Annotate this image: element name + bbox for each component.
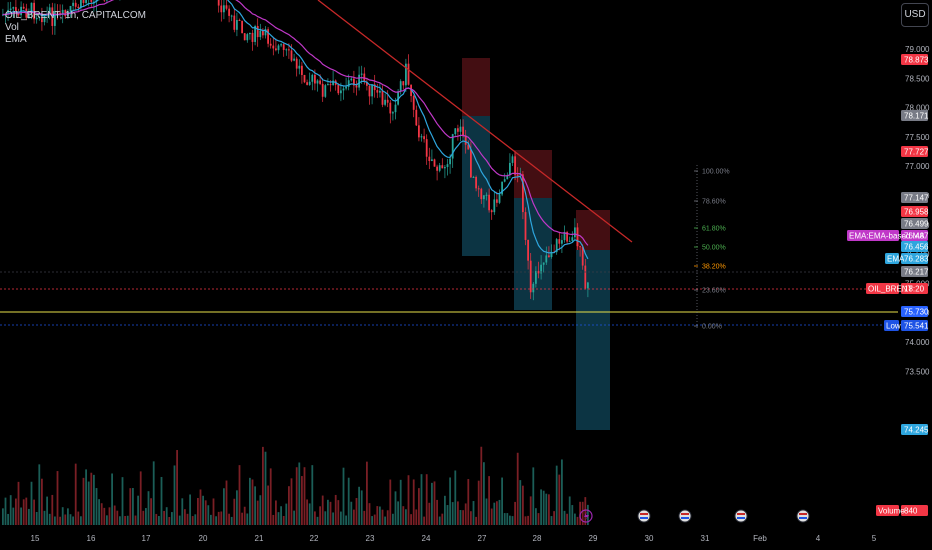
svg-text:75.541: 75.541 bbox=[904, 322, 929, 331]
price-label-tag: 76.958 bbox=[901, 206, 929, 217]
price-tick-label: 74.000 bbox=[905, 338, 930, 347]
fib-level-label: 50.00% bbox=[702, 245, 726, 252]
indicator-side-tag: OIL_BRENT bbox=[866, 283, 913, 294]
svg-text:Low: Low bbox=[886, 322, 901, 331]
volume-indicator-label[interactable]: Vol bbox=[5, 22, 19, 33]
svg-text:75.730: 75.730 bbox=[904, 308, 929, 317]
time-tick-label: 5 bbox=[872, 534, 877, 543]
us-flag-icon[interactable] bbox=[796, 509, 810, 523]
currency-button[interactable]: USD bbox=[901, 3, 929, 27]
price-tick-label: 73.500 bbox=[905, 367, 930, 376]
price-label-tag: 76.487 bbox=[901, 230, 929, 241]
us-flag-icon[interactable] bbox=[637, 509, 651, 523]
price-label-tag: 78.171 bbox=[901, 110, 929, 121]
time-tick-label: 30 bbox=[645, 534, 654, 543]
economic-events[interactable] bbox=[579, 509, 810, 523]
price-label-tag: 78.873 bbox=[901, 54, 929, 65]
time-tick-label: 16 bbox=[87, 534, 96, 543]
time-tick-label: 15 bbox=[31, 534, 40, 543]
svg-text:76.456: 76.456 bbox=[904, 243, 929, 252]
position-boxes bbox=[462, 58, 610, 430]
price-label-tag: 75.730 bbox=[901, 306, 929, 317]
price-tick-label: 78.500 bbox=[905, 74, 930, 83]
svg-text:EMA: EMA bbox=[887, 255, 905, 264]
price-tick-label: 77.500 bbox=[905, 133, 930, 142]
svg-text:76.487: 76.487 bbox=[904, 232, 929, 241]
indicator-side-tag: Low bbox=[884, 320, 901, 331]
fib-level-label: 100.00% bbox=[702, 169, 730, 176]
svg-text:78.171: 78.171 bbox=[904, 112, 929, 121]
price-label-tag: 840 bbox=[901, 505, 928, 516]
time-tick-label: 20 bbox=[199, 534, 208, 543]
price-label-tag: 18:20 bbox=[901, 283, 928, 294]
time-tick-label: 4 bbox=[816, 534, 821, 543]
svg-text:74.245: 74.245 bbox=[904, 426, 929, 435]
price-tick-label: 77.000 bbox=[905, 162, 930, 171]
price-label-tag: 76.217 bbox=[901, 266, 929, 277]
fib-retracement[interactable]: 100.00% 78.60% 61.80% 50.00% 38.20% 23.60% 0.0… bbox=[694, 165, 730, 331]
svg-text:76.283: 76.283 bbox=[904, 255, 929, 264]
svg-text:76.217: 76.217 bbox=[904, 268, 929, 277]
ema-indicator-label[interactable]: EMA bbox=[5, 34, 27, 45]
time-tick-label: 28 bbox=[533, 534, 542, 543]
symbol-label[interactable]: OIL_BRENT, 1h, CAPITALCOM bbox=[5, 10, 146, 21]
price-label-tag: 75.541 bbox=[901, 320, 929, 331]
indicator-side-tag: EMA bbox=[885, 253, 905, 264]
fib-level-label: 23.60% bbox=[702, 288, 726, 295]
time-tick-label: 27 bbox=[478, 534, 487, 543]
time-axis[interactable]: 15 16 17 20 21 22 23 24 27 28 29 30 31 Feb 4 5 bbox=[31, 534, 877, 543]
price-label-tag: 76.456 bbox=[901, 241, 929, 252]
time-tick-label: 31 bbox=[701, 534, 710, 543]
price-label-tag: 77.147 bbox=[901, 192, 929, 203]
time-tick-label: 23 bbox=[366, 534, 375, 543]
price-tick-label: 78.000 bbox=[905, 104, 930, 113]
fib-level-label: 61.80% bbox=[702, 226, 726, 233]
svg-text:840: 840 bbox=[904, 507, 918, 516]
svg-text:76.958: 76.958 bbox=[904, 208, 929, 217]
price-tick-label: 79.000 bbox=[905, 45, 930, 54]
svg-text:18:20: 18:20 bbox=[904, 285, 925, 294]
indicator-side-tag: EMA:EMA-based MA bbox=[847, 230, 925, 241]
price-label-tag: 74.245 bbox=[901, 424, 929, 435]
price-label-tag: 76.499 bbox=[901, 218, 929, 229]
price-label-tag: 77.727 bbox=[901, 146, 929, 157]
svg-text:77.727: 77.727 bbox=[904, 148, 929, 157]
svg-text:76.499: 76.499 bbox=[904, 220, 929, 229]
fib-level-label: 0.00% bbox=[702, 324, 722, 331]
us-flag-icon[interactable] bbox=[678, 509, 692, 523]
time-tick-label: 21 bbox=[255, 534, 264, 543]
volume-bars bbox=[2, 446, 589, 525]
price-label-tag: 76.283 bbox=[901, 253, 929, 264]
fib-level-label: 78.60% bbox=[702, 199, 726, 206]
time-tick-label: Feb bbox=[753, 534, 767, 543]
indicator-side-tag: Volume bbox=[876, 505, 905, 516]
svg-text:78.873: 78.873 bbox=[904, 56, 929, 65]
svg-text:77.147: 77.147 bbox=[904, 194, 929, 203]
us-flag-icon[interactable] bbox=[734, 509, 748, 523]
time-tick-label: 29 bbox=[589, 534, 598, 543]
svg-text:Volume: Volume bbox=[878, 507, 905, 516]
time-tick-label: 17 bbox=[142, 534, 151, 543]
ema-lines bbox=[2, 0, 589, 260]
trend-line[interactable] bbox=[317, 0, 633, 243]
svg-text:EMA:EMA-based MA: EMA:EMA-based MA bbox=[849, 232, 925, 241]
fib-level-label: 38.20% bbox=[702, 264, 726, 271]
chart-legend: OIL_BRENT, 1h, CAPITALCOM Vol EMA bbox=[5, 10, 146, 46]
svg-text:OIL_BRENT: OIL_BRENT bbox=[868, 285, 913, 294]
time-tick-label: 22 bbox=[310, 534, 319, 543]
time-tick-label: 24 bbox=[422, 534, 431, 543]
lightning-icon[interactable] bbox=[579, 509, 593, 523]
price-axis[interactable]: 79.00078.50078.00077.50077.00076.50076.0… bbox=[847, 45, 930, 516]
